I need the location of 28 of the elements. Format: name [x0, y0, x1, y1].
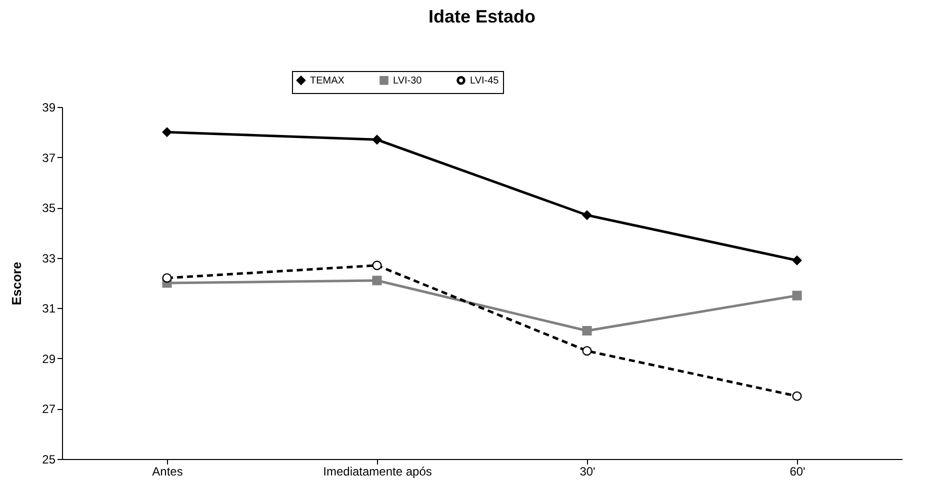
legend-label: TEMAX [310, 75, 345, 86]
x-tick-label: 30' [580, 464, 596, 478]
point [372, 134, 382, 144]
point [792, 256, 802, 266]
y-tick-label: 25 [42, 452, 56, 466]
x-tick-label: Imediatamente após [323, 464, 432, 478]
y-tick-label: 31 [42, 302, 56, 316]
legend-label: LVI-45 [470, 75, 500, 86]
y-tick-label: 33 [42, 251, 56, 266]
y-tick-label: 37 [42, 150, 56, 165]
y-tick-label: 27 [42, 402, 56, 416]
point [162, 127, 172, 137]
point [582, 346, 592, 356]
x-tick-label: Antes [152, 464, 183, 478]
point [792, 290, 802, 300]
point [582, 210, 592, 220]
point [372, 276, 382, 286]
y-tick-label: 39 [42, 100, 56, 114]
y-axis-title: Escore [9, 262, 24, 306]
point [582, 326, 592, 336]
legend-label: LVI-30 [393, 75, 422, 86]
point [372, 260, 382, 270]
y-tick-label: 35 [42, 201, 56, 216]
y-tick-label: 29 [42, 352, 56, 366]
chart-title: Idate Estado [428, 6, 536, 26]
point [162, 273, 172, 283]
x-tick-label: 60' [790, 464, 806, 478]
point [792, 391, 802, 401]
